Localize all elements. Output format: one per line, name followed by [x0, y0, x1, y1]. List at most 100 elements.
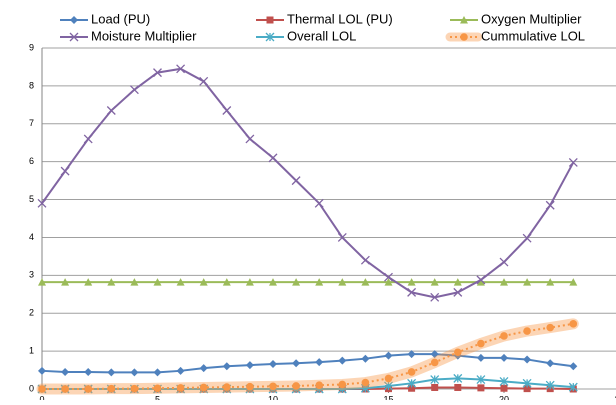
legend-entry: Thermal LOL (PU) [256, 11, 393, 26]
legend-entry: Moisture Multiplier [60, 28, 197, 43]
marker [545, 200, 555, 210]
marker [266, 16, 274, 24]
marker [38, 366, 46, 375]
marker [460, 16, 468, 24]
marker [384, 381, 393, 391]
marker [176, 384, 185, 392]
marker [222, 278, 231, 286]
marker [361, 278, 370, 286]
marker [499, 257, 509, 267]
marker [84, 385, 92, 393]
marker [523, 385, 531, 393]
marker [430, 375, 440, 384]
marker [107, 278, 116, 286]
y-tick-label: 8 [29, 80, 34, 90]
marker [407, 368, 416, 376]
marker [153, 68, 162, 78]
marker [407, 287, 417, 297]
marker [522, 233, 532, 243]
marker [223, 383, 231, 391]
y-tick-label: 6 [29, 156, 34, 166]
marker [37, 198, 47, 208]
legend-label: Load (PU) [91, 11, 150, 26]
marker [61, 278, 70, 286]
marker [360, 255, 370, 265]
marker [338, 278, 347, 286]
marker [199, 76, 209, 86]
marker [245, 134, 255, 144]
y-tick-label: 0 [29, 383, 34, 393]
marker [269, 278, 277, 286]
marker [265, 32, 275, 42]
marker [269, 359, 277, 368]
marker [546, 278, 555, 286]
marker [453, 278, 462, 286]
marker [337, 232, 347, 242]
marker [546, 359, 555, 368]
marker [361, 378, 370, 387]
marker [569, 320, 578, 328]
marker [38, 385, 46, 393]
legend-label: Oxygen Multiplier [481, 11, 582, 26]
marker [476, 278, 485, 286]
series [37, 64, 578, 302]
line [42, 377, 574, 390]
marker [70, 16, 78, 24]
marker [500, 278, 508, 286]
marker [523, 278, 532, 286]
marker [130, 368, 139, 377]
legend-label: Thermal LOL (PU) [287, 11, 393, 26]
marker [315, 278, 324, 286]
marker [407, 378, 417, 388]
marker [361, 354, 370, 363]
marker [84, 367, 93, 376]
marker [477, 384, 485, 392]
marker [292, 278, 301, 286]
marker [199, 364, 208, 373]
marker [106, 106, 116, 115]
marker [477, 339, 485, 348]
line [42, 322, 574, 390]
y-tick-label: 9 [29, 42, 34, 52]
marker [476, 275, 486, 285]
marker [38, 278, 46, 286]
marker [407, 350, 416, 359]
marker [523, 355, 532, 364]
marker [384, 278, 393, 286]
marker [83, 134, 93, 144]
x-tick-label: 5 [155, 394, 160, 400]
marker [315, 358, 324, 367]
marker [245, 361, 254, 370]
marker [338, 380, 347, 389]
marker [454, 383, 462, 391]
marker [107, 384, 116, 393]
marker [500, 384, 508, 392]
marker [246, 382, 254, 391]
marker [84, 278, 93, 286]
marker [523, 327, 531, 335]
legend-entry: Oxygen Multiplier [450, 11, 582, 26]
marker [453, 373, 463, 383]
marker [568, 157, 578, 167]
marker [129, 85, 139, 95]
marker [384, 272, 393, 282]
marker [199, 383, 208, 392]
legend-label: Overall LOL [287, 28, 356, 43]
marker [430, 350, 439, 359]
marker [453, 287, 463, 297]
x-tick-label: 0 [39, 394, 44, 400]
marker [408, 384, 416, 392]
legend-label: Moisture Multiplier [91, 28, 197, 43]
marker [291, 176, 301, 186]
y-tick-label: 5 [29, 194, 34, 204]
marker [476, 353, 485, 362]
marker [430, 278, 439, 286]
marker [292, 382, 300, 390]
marker [61, 385, 69, 393]
y-tick-label: 2 [29, 308, 34, 318]
marker [60, 166, 70, 176]
marker [176, 366, 185, 375]
marker [245, 278, 254, 286]
marker [499, 376, 509, 386]
series [38, 350, 578, 377]
